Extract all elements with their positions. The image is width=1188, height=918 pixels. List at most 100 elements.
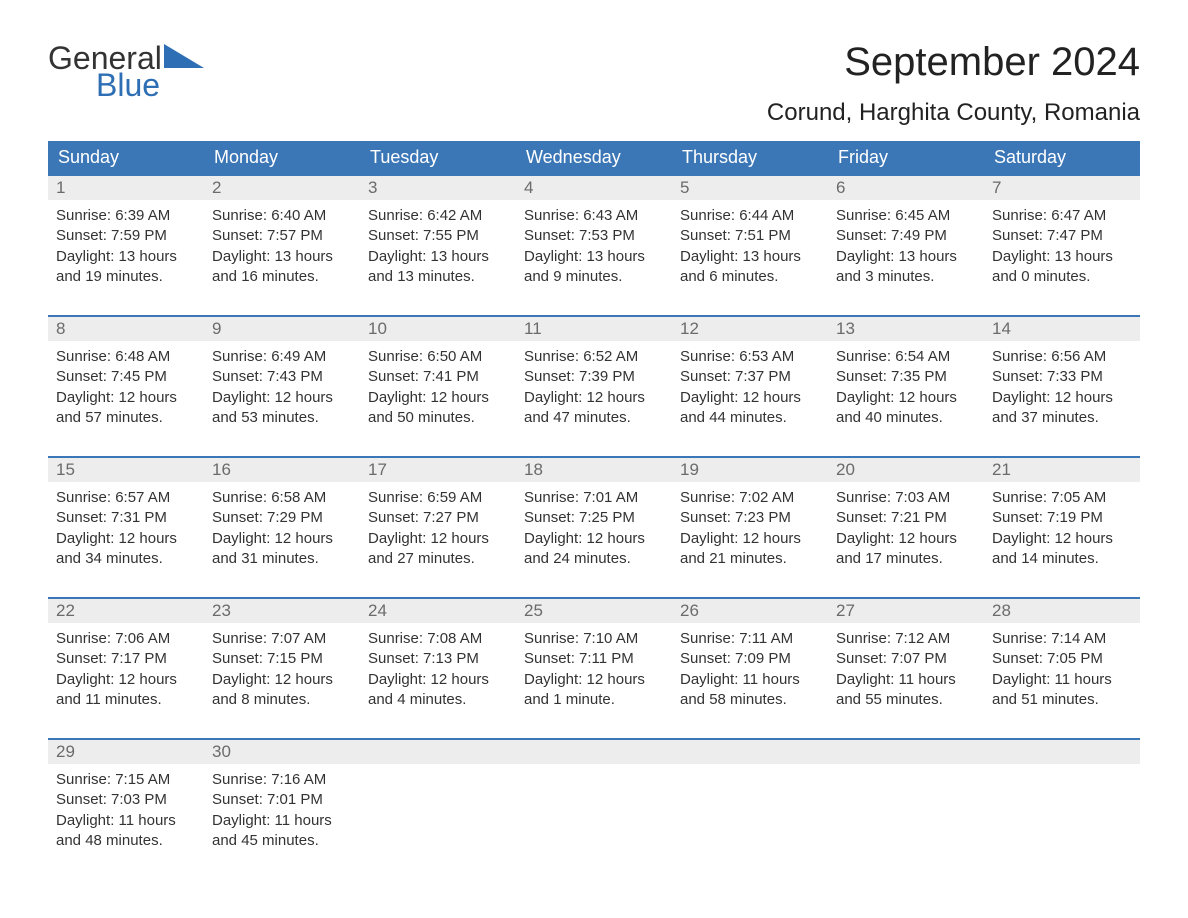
day-body: Sunrise: 6:54 AMSunset: 7:35 PMDaylight:… (828, 341, 984, 432)
logo: General Blue (48, 40, 204, 104)
day-sunrise: Sunrise: 7:06 AM (56, 629, 196, 649)
day-body: Sunrise: 6:49 AMSunset: 7:43 PMDaylight:… (204, 341, 360, 432)
day-cell: 16Sunrise: 6:58 AMSunset: 7:29 PMDayligh… (204, 456, 360, 573)
day-number: 21 (984, 458, 1140, 482)
day-number-bar (516, 740, 672, 764)
day-body: Sunrise: 6:44 AMSunset: 7:51 PMDaylight:… (672, 200, 828, 291)
day-header-saturday: Saturday (984, 141, 1140, 174)
day-number: 30 (204, 740, 360, 764)
day-body: Sunrise: 6:43 AMSunset: 7:53 PMDaylight:… (516, 200, 672, 291)
day-sunrise: Sunrise: 6:42 AM (368, 206, 508, 226)
day-body: Sunrise: 6:52 AMSunset: 7:39 PMDaylight:… (516, 341, 672, 432)
day-cell: 2Sunrise: 6:40 AMSunset: 7:57 PMDaylight… (204, 174, 360, 291)
day-sunset: Sunset: 7:39 PM (524, 367, 664, 387)
day-dl2: and 31 minutes. (212, 549, 352, 569)
day-sunset: Sunset: 7:07 PM (836, 649, 976, 669)
day-dl2: and 57 minutes. (56, 408, 196, 428)
day-sunset: Sunset: 7:19 PM (992, 508, 1132, 528)
day-header-thursday: Thursday (672, 141, 828, 174)
day-body: Sunrise: 6:48 AMSunset: 7:45 PMDaylight:… (48, 341, 204, 432)
day-cell: 12Sunrise: 6:53 AMSunset: 7:37 PMDayligh… (672, 315, 828, 432)
week-row: 8Sunrise: 6:48 AMSunset: 7:45 PMDaylight… (48, 315, 1140, 432)
day-cell: 3Sunrise: 6:42 AMSunset: 7:55 PMDaylight… (360, 174, 516, 291)
day-dl1: Daylight: 11 hours (212, 811, 352, 831)
day-sunset: Sunset: 7:45 PM (56, 367, 196, 387)
day-header-friday: Friday (828, 141, 984, 174)
day-sunrise: Sunrise: 6:49 AM (212, 347, 352, 367)
day-cell: 24Sunrise: 7:08 AMSunset: 7:13 PMDayligh… (360, 597, 516, 714)
day-cell: 9Sunrise: 6:49 AMSunset: 7:43 PMDaylight… (204, 315, 360, 432)
day-number: 18 (516, 458, 672, 482)
day-cell-empty (984, 738, 1140, 855)
day-cell: 15Sunrise: 6:57 AMSunset: 7:31 PMDayligh… (48, 456, 204, 573)
day-sunrise: Sunrise: 7:01 AM (524, 488, 664, 508)
day-sunset: Sunset: 7:33 PM (992, 367, 1132, 387)
day-sunset: Sunset: 7:15 PM (212, 649, 352, 669)
day-sunrise: Sunrise: 7:15 AM (56, 770, 196, 790)
day-body: Sunrise: 7:06 AMSunset: 7:17 PMDaylight:… (48, 623, 204, 714)
day-sunrise: Sunrise: 6:45 AM (836, 206, 976, 226)
day-sunrise: Sunrise: 6:43 AM (524, 206, 664, 226)
day-dl1: Daylight: 12 hours (368, 388, 508, 408)
day-cell: 22Sunrise: 7:06 AMSunset: 7:17 PMDayligh… (48, 597, 204, 714)
day-cell-empty (360, 738, 516, 855)
day-dl2: and 24 minutes. (524, 549, 664, 569)
day-number: 23 (204, 599, 360, 623)
day-sunrise: Sunrise: 6:40 AM (212, 206, 352, 226)
day-cell: 20Sunrise: 7:03 AMSunset: 7:21 PMDayligh… (828, 456, 984, 573)
logo-triangle-icon (164, 44, 204, 73)
day-body: Sunrise: 6:56 AMSunset: 7:33 PMDaylight:… (984, 341, 1140, 432)
day-cell: 11Sunrise: 6:52 AMSunset: 7:39 PMDayligh… (516, 315, 672, 432)
day-dl2: and 8 minutes. (212, 690, 352, 710)
day-sunrise: Sunrise: 6:44 AM (680, 206, 820, 226)
day-dl2: and 27 minutes. (368, 549, 508, 569)
day-cell: 19Sunrise: 7:02 AMSunset: 7:23 PMDayligh… (672, 456, 828, 573)
day-dl1: Daylight: 12 hours (680, 529, 820, 549)
day-dl2: and 34 minutes. (56, 549, 196, 569)
day-header-row: Sunday Monday Tuesday Wednesday Thursday… (48, 141, 1140, 174)
day-dl1: Daylight: 12 hours (992, 529, 1132, 549)
day-sunset: Sunset: 7:31 PM (56, 508, 196, 528)
day-sunrise: Sunrise: 6:47 AM (992, 206, 1132, 226)
day-sunrise: Sunrise: 7:03 AM (836, 488, 976, 508)
day-dl2: and 50 minutes. (368, 408, 508, 428)
day-dl1: Daylight: 12 hours (212, 670, 352, 690)
day-number-bar (360, 740, 516, 764)
day-number: 3 (360, 176, 516, 200)
day-dl1: Daylight: 12 hours (212, 529, 352, 549)
day-dl2: and 6 minutes. (680, 267, 820, 287)
day-number: 6 (828, 176, 984, 200)
day-number: 26 (672, 599, 828, 623)
day-number-bar (984, 740, 1140, 764)
day-number: 22 (48, 599, 204, 623)
day-sunrise: Sunrise: 7:08 AM (368, 629, 508, 649)
day-cell: 27Sunrise: 7:12 AMSunset: 7:07 PMDayligh… (828, 597, 984, 714)
title-block: September 2024 Corund, Harghita County, … (767, 40, 1140, 127)
day-cell: 29Sunrise: 7:15 AMSunset: 7:03 PMDayligh… (48, 738, 204, 855)
day-dl1: Daylight: 12 hours (212, 388, 352, 408)
day-dl2: and 14 minutes. (992, 549, 1132, 569)
day-dl2: and 44 minutes. (680, 408, 820, 428)
day-number: 8 (48, 317, 204, 341)
day-number: 10 (360, 317, 516, 341)
day-dl2: and 19 minutes. (56, 267, 196, 287)
day-dl1: Daylight: 12 hours (56, 388, 196, 408)
page-subtitle: Corund, Harghita County, Romania (767, 99, 1140, 127)
day-body: Sunrise: 6:58 AMSunset: 7:29 PMDaylight:… (204, 482, 360, 573)
day-number: 16 (204, 458, 360, 482)
day-sunrise: Sunrise: 7:02 AM (680, 488, 820, 508)
header: General Blue September 2024 Corund, Harg… (48, 40, 1140, 127)
day-sunset: Sunset: 7:09 PM (680, 649, 820, 669)
day-sunset: Sunset: 7:59 PM (56, 226, 196, 246)
day-dl1: Daylight: 12 hours (368, 670, 508, 690)
day-number: 19 (672, 458, 828, 482)
day-dl2: and 1 minute. (524, 690, 664, 710)
day-dl2: and 13 minutes. (368, 267, 508, 287)
day-sunset: Sunset: 7:21 PM (836, 508, 976, 528)
day-cell: 8Sunrise: 6:48 AMSunset: 7:45 PMDaylight… (48, 315, 204, 432)
day-body: Sunrise: 7:10 AMSunset: 7:11 PMDaylight:… (516, 623, 672, 714)
day-dl1: Daylight: 11 hours (680, 670, 820, 690)
day-dl2: and 17 minutes. (836, 549, 976, 569)
day-cell: 10Sunrise: 6:50 AMSunset: 7:41 PMDayligh… (360, 315, 516, 432)
day-number-bar (672, 740, 828, 764)
